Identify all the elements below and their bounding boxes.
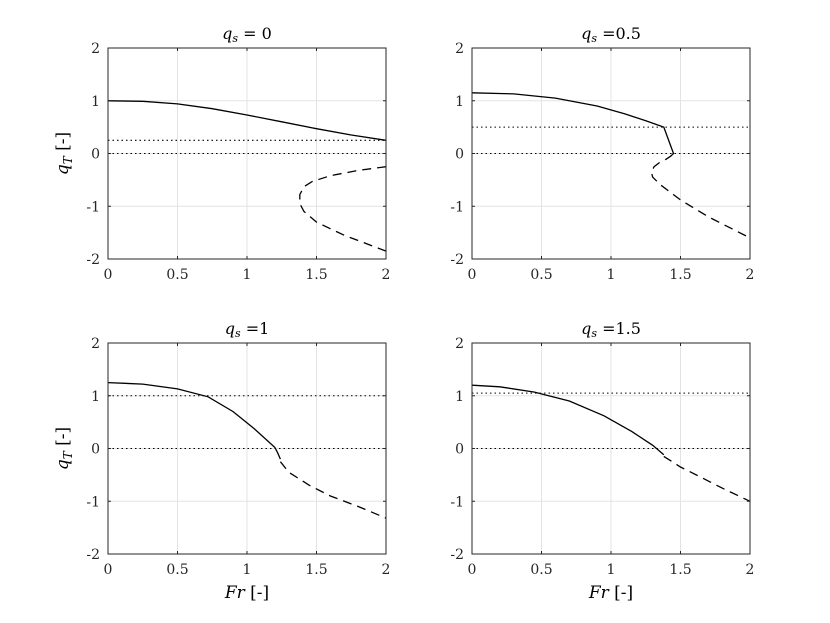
subplot-title: qs =1.5	[581, 319, 641, 340]
y-tick-label: 2	[455, 41, 464, 57]
unstable-branch-line	[279, 461, 387, 519]
y-tick-label: 1	[91, 389, 100, 405]
x-tick-label: 0.5	[166, 267, 188, 283]
y-tick-label: 0	[455, 442, 464, 458]
title-subscript: s	[232, 32, 238, 45]
stable-branch-line	[471, 384, 665, 456]
stable-branch-line	[107, 381, 281, 460]
x-tick-label: 2	[746, 267, 755, 283]
x-tick-label: 2	[382, 267, 391, 283]
y-tick-label: -1	[86, 199, 100, 215]
y-tick-label: 0	[91, 147, 100, 163]
x-tick-label: 0	[468, 267, 477, 283]
subplot-title: qs = 0	[222, 24, 272, 45]
title-symbol: q	[581, 319, 591, 338]
y-tick-label: 2	[91, 41, 100, 57]
y-tick-label: -1	[86, 494, 100, 510]
x-tick-label: 1	[607, 562, 616, 578]
x-tick-label: 1	[243, 562, 252, 578]
subplot-title: qs =1	[225, 319, 270, 340]
y-tick-label: -2	[450, 252, 464, 268]
x-tick-label: 0	[104, 562, 113, 578]
unstable-branch-line	[663, 455, 751, 502]
y-tick-label: 0	[455, 147, 464, 163]
y-tick-label: 1	[91, 94, 100, 110]
subplot-4: 0 0.5 1 1.5 2 -2 -1 0 1 2 qs =1.5 Fr [-]	[450, 319, 754, 603]
stable-branch-line	[471, 92, 675, 161]
x-axis-unit: [-]	[245, 583, 269, 603]
x-axis-unit: [-]	[609, 583, 633, 603]
x-tick-label: 1.5	[305, 267, 327, 283]
x-tick-label: 1	[607, 267, 616, 283]
title-subscript: s	[591, 32, 597, 45]
x-tick-label: 1.5	[305, 562, 327, 578]
x-tick-label: 1	[243, 267, 252, 283]
y-axis-unit: [-]	[53, 427, 73, 451]
title-value: =1	[241, 319, 270, 338]
title-symbol: q	[222, 24, 232, 43]
title-value: = 0	[238, 24, 272, 43]
title-symbol: q	[581, 24, 591, 43]
x-tick-label: 2	[746, 562, 755, 578]
y-tick-label: -1	[450, 494, 464, 510]
unstable-branch-line	[650, 161, 751, 239]
unstable-branch-line	[299, 166, 387, 252]
y-axis-symbol: q	[53, 459, 73, 470]
subplot-2: 0 0.5 1 1.5 2 -2 -1 0 1 2 qs =0.5	[450, 24, 754, 283]
title-value: =1.5	[597, 319, 641, 338]
y-axis-label: qT [-]	[53, 427, 75, 470]
title-symbol: q	[225, 319, 235, 338]
y-tick-label: 0	[91, 442, 100, 458]
x-tick-label: 1.5	[669, 562, 691, 578]
subplot-title: qs =0.5	[581, 24, 641, 45]
y-tick-label: 2	[91, 336, 100, 352]
x-tick-label: 0	[468, 562, 477, 578]
y-tick-label: 2	[455, 336, 464, 352]
y-tick-label: -1	[450, 199, 464, 215]
x-tick-label: 2	[382, 562, 391, 578]
x-tick-label: 0.5	[530, 267, 552, 283]
title-subscript: s	[235, 327, 241, 340]
title-subscript: s	[591, 327, 597, 340]
x-axis-symbol: Fr	[224, 583, 246, 603]
y-tick-label: -2	[86, 547, 100, 563]
y-axis-symbol: q	[53, 164, 73, 175]
y-axis-subscript: T	[61, 155, 75, 164]
y-tick-label: -2	[86, 252, 100, 268]
x-tick-label: 0.5	[530, 562, 552, 578]
stable-branch-line	[107, 100, 387, 141]
y-tick-label: -2	[450, 547, 464, 563]
x-axis-label: Fr [-]	[224, 583, 269, 603]
x-axis-symbol: Fr	[588, 583, 610, 603]
x-tick-label: 0	[104, 267, 113, 283]
title-value: =0.5	[597, 24, 641, 43]
y-tick-label: 1	[455, 389, 464, 405]
y-axis-unit: [-]	[53, 132, 73, 156]
y-axis-label: qT [-]	[53, 132, 75, 175]
x-axis-label: Fr [-]	[588, 583, 633, 603]
y-tick-label: 1	[455, 94, 464, 110]
x-tick-label: 0.5	[166, 562, 188, 578]
x-tick-label: 1.5	[669, 267, 691, 283]
y-axis-subscript: T	[61, 450, 75, 459]
